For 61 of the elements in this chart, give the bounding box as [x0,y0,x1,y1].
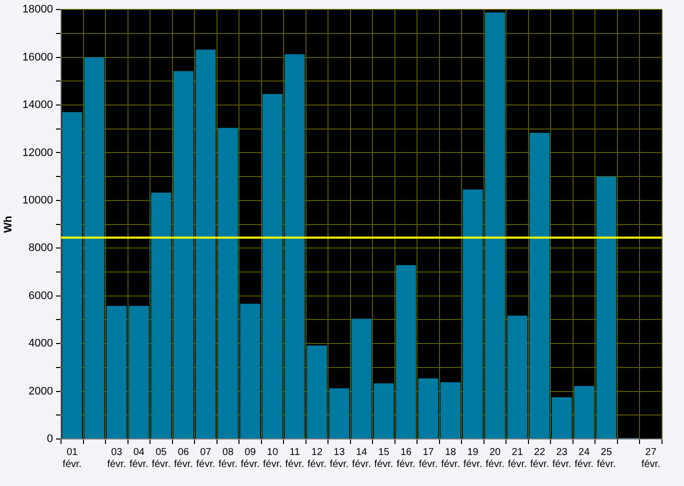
bar [552,397,572,438]
bar [240,304,260,438]
x-tick-label: 13 févr. [330,446,349,470]
y-tick-label: 12000 [22,146,53,159]
x-tick-label: 11 févr. [285,446,304,470]
bar [306,345,327,438]
bar [218,128,238,438]
x-tick-label: 10 févr. [263,446,282,470]
x-tick-label: 12 févr. [308,446,326,470]
x-tick-label: 20 févr. [486,446,505,470]
bar [284,54,305,438]
y-tick-label: 16000 [22,51,53,64]
bar [374,383,394,438]
bar [173,71,194,438]
bar [84,57,104,438]
y-tick-label: 18000 [22,4,53,16]
bar [151,192,172,438]
bar [485,12,506,438]
bar [574,386,594,438]
y-tick-label: 6000 [28,290,53,302]
x-tick-label: 27 févr. [641,446,660,470]
x-tick-label: 05 févr. [152,446,171,470]
x-tick-label: 14 févr. [352,446,371,470]
x-tick-label: 24 févr. [574,446,594,470]
bar [596,176,616,438]
bar [462,189,483,438]
x-tick-label: 04 févr. [129,446,148,470]
bar [418,378,438,438]
y-tick-label: 4000 [28,338,53,350]
x-tick-label: 18 févr. [441,446,460,470]
x-tick-label: 22 févr. [530,446,550,470]
y-tick-label: 10000 [22,194,53,206]
x-tick-label: 16 févr. [396,446,416,470]
x-tick-label: 21 févr. [508,446,527,470]
x-tick-label: 15 févr. [374,446,394,470]
bar [106,306,127,438]
y-tick-label: 8000 [28,242,53,254]
bar [440,382,461,438]
x-tick-label: 23 févr. [552,446,572,470]
x-tick-label: 07 févr. [196,446,216,470]
y-tick-label: 2000 [28,385,53,398]
y-tick-label: 0 [46,433,53,446]
x-tick-label: 17 févr. [418,446,438,470]
y-axis-title: Wh [2,215,15,233]
bar [396,265,416,438]
bar [196,50,216,438]
bar [128,306,149,438]
x-tick-label: 09 févr. [240,446,260,470]
x-tick-label: 08 févr. [218,446,238,470]
x-tick-label: 03 févr. [107,446,126,470]
x-tick-label: 01 févr. [62,446,82,470]
x-tick-label: 19 févr. [463,446,482,470]
x-tick-label: 25 févr. [596,446,616,470]
bar [351,318,372,438]
bar [329,388,350,438]
x-tick-label: 06 févr. [174,446,193,470]
y-tick-label: 14000 [22,99,53,112]
bar [530,132,550,438]
bar [262,94,282,438]
bar [507,316,528,438]
bar [62,112,82,438]
